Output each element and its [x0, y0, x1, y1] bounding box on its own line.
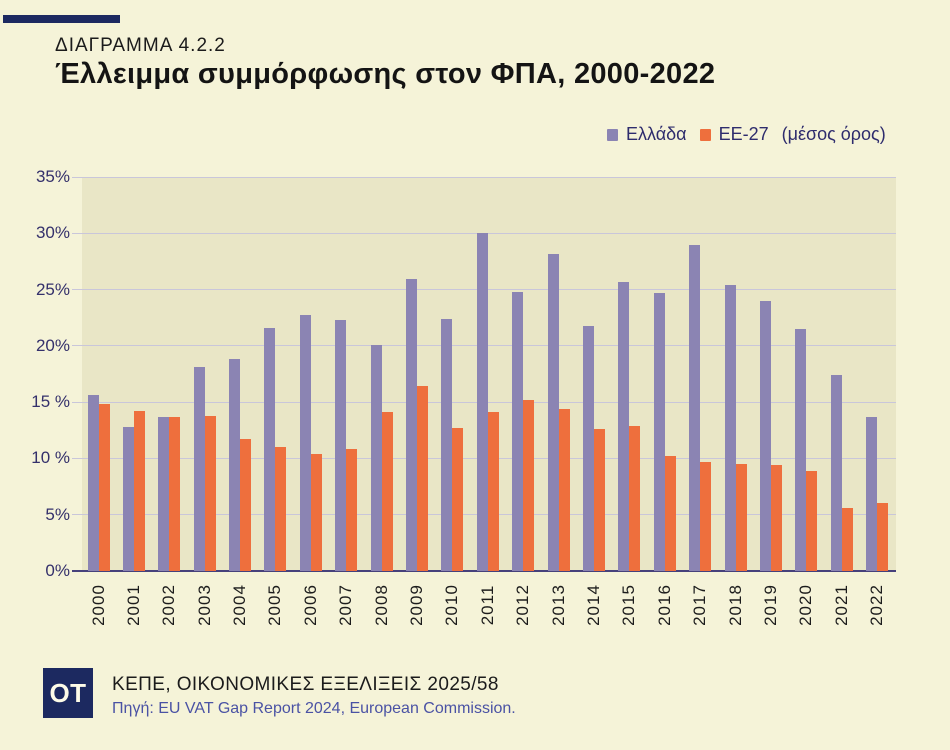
y-axis-label-0: 0%	[45, 561, 70, 580]
y-axis-label-20: 20%	[35, 335, 70, 355]
x-axis-label-2000: 2000	[88, 584, 108, 626]
accent-bar	[3, 15, 120, 23]
x-axis-label-2004: 2004	[230, 584, 250, 626]
bar-eu27-2020	[806, 470, 818, 571]
bar-eu27-2000	[98, 404, 110, 571]
y-axis: 0% 5% 10 % 15 % 20% 25% 30% 35%	[0, 167, 70, 580]
x-axis-label-2017: 2017	[690, 584, 710, 626]
gridline-35	[72, 176, 896, 178]
bar-eu27-2008	[381, 412, 393, 571]
x-axis-label-2012: 2012	[513, 584, 533, 626]
page-title: Έλλειμμα συμμόρφωσης στον ΦΠΑ, 2000-2022	[55, 58, 716, 90]
bar-eu27-2015	[629, 425, 641, 571]
bar-greece-2022	[866, 416, 878, 571]
bar-greece-2000	[87, 395, 99, 571]
bar-greece-2008	[370, 344, 382, 571]
bar-eu27-2004	[240, 439, 252, 571]
bar-eu27-2014	[593, 429, 605, 571]
bar-greece-2010	[441, 318, 453, 571]
x-axis-label-2014: 2014	[583, 584, 603, 626]
bar-greece-2002	[158, 416, 170, 571]
footer-source: Πηγή: EU VAT Gap Report 2024, European C…	[112, 700, 516, 717]
bar-eu27-2017	[700, 461, 712, 571]
y-axis-label-10: 10 %	[31, 448, 70, 468]
bar-greece-2020	[795, 328, 807, 571]
bar-greece-2007	[335, 319, 347, 571]
legend-label-eu27: ΕΕ-27	[718, 124, 769, 144]
bar-eu27-2005	[275, 447, 287, 571]
x-axis: 2000 2001 2002 2003 2004 2005 2006 2007 2008 2009…	[82, 571, 896, 646]
y-axis-label-30: 30%	[35, 223, 70, 243]
bar-greece-2016	[653, 292, 665, 571]
bar-greece-2001	[122, 426, 134, 571]
legend: Ελλάδα ΕΕ-27 (μέσος όρος)	[607, 124, 886, 145]
x-axis-label-2013: 2013	[548, 584, 568, 626]
x-axis-label-2010: 2010	[442, 584, 462, 626]
bar-greece-2004	[229, 359, 241, 571]
plot-area	[72, 176, 896, 572]
bar-eu27-2019	[770, 465, 782, 571]
greece-swatch-icon	[607, 128, 618, 141]
bar-eu27-2001	[133, 411, 145, 571]
x-axis-label-2006: 2006	[300, 584, 320, 626]
bar-eu27-2022	[877, 503, 889, 571]
x-axis-label-2015: 2015	[619, 584, 639, 626]
x-axis-label-2021: 2021	[831, 584, 851, 626]
x-axis-label-2001: 2001	[123, 584, 143, 626]
bar-eu27-2016	[664, 456, 676, 571]
bar-greece-2014	[582, 325, 594, 571]
bar-greece-2019	[759, 300, 771, 571]
bar-greece-2006	[299, 315, 311, 571]
bar-greece-2018	[724, 285, 736, 571]
bar-greece-2015	[618, 281, 630, 571]
y-axis-label-25: 25%	[35, 279, 70, 299]
x-axis-label-2019: 2019	[760, 584, 780, 626]
legend-item-greece: Ελλάδα	[607, 124, 687, 145]
x-axis-label-2007: 2007	[336, 584, 356, 626]
x-axis-label-2008: 2008	[371, 584, 391, 626]
bar-eu27-2012	[523, 399, 535, 571]
bar-greece-2011	[476, 233, 488, 571]
bar-eu27-2013	[558, 408, 570, 571]
bar-greece-2017	[689, 244, 701, 571]
y-axis-label-5: 5%	[45, 504, 70, 524]
bar-greece-2009	[406, 279, 418, 571]
x-axis-label-2020: 2020	[796, 584, 816, 626]
bar-greece-2005	[264, 327, 276, 571]
x-axis-label-2002: 2002	[159, 584, 179, 626]
x-axis-label-2005: 2005	[265, 584, 285, 626]
x-axis-label-2018: 2018	[725, 584, 745, 626]
x-axis-label-2011: 2011	[477, 584, 497, 626]
bar-eu27-2018	[735, 464, 747, 571]
legend-item-eu27: ΕΕ-27 (μέσος όρος)	[699, 124, 886, 145]
x-axis-label-2016: 2016	[654, 584, 674, 626]
bar-eu27-2009	[417, 386, 429, 571]
footer-publication: ΚΕΠΕ, ΟΙΚΟΝΟΜΙΚΕΣ ΕΞΕΛΙΞΕΙΣ 2025/58	[112, 674, 499, 695]
legend-label-eu27-suffix: (μέσος όρος)	[781, 124, 886, 144]
x-axis-line	[72, 570, 896, 572]
bar-greece-2013	[547, 253, 559, 571]
y-axis-label-15: 15 %	[31, 392, 70, 412]
bar-eu27-2010	[452, 428, 464, 571]
bar-eu27-2011	[487, 412, 499, 571]
chart-number-label: ΔΙΑΓΡΑΜΜΑ 4.2.2	[55, 35, 226, 56]
x-axis-label-2022: 2022	[867, 584, 887, 626]
eu27-swatch-icon	[699, 128, 711, 141]
ot-logo: OT	[43, 668, 93, 718]
bar-greece-2003	[193, 367, 205, 571]
x-axis-label-2009: 2009	[407, 584, 427, 626]
bar-eu27-2006	[310, 453, 322, 571]
y-axis-label-35: 35%	[35, 167, 70, 186]
bar-eu27-2007	[346, 449, 358, 571]
bar-eu27-2021	[841, 507, 853, 571]
legend-label-greece: Ελλάδα	[626, 124, 687, 144]
bar-greece-2021	[830, 375, 842, 571]
bar-eu27-2003	[204, 415, 216, 571]
x-axis-label-2003: 2003	[194, 584, 214, 626]
bar-eu27-2002	[169, 416, 181, 571]
bar-greece-2012	[512, 291, 524, 571]
